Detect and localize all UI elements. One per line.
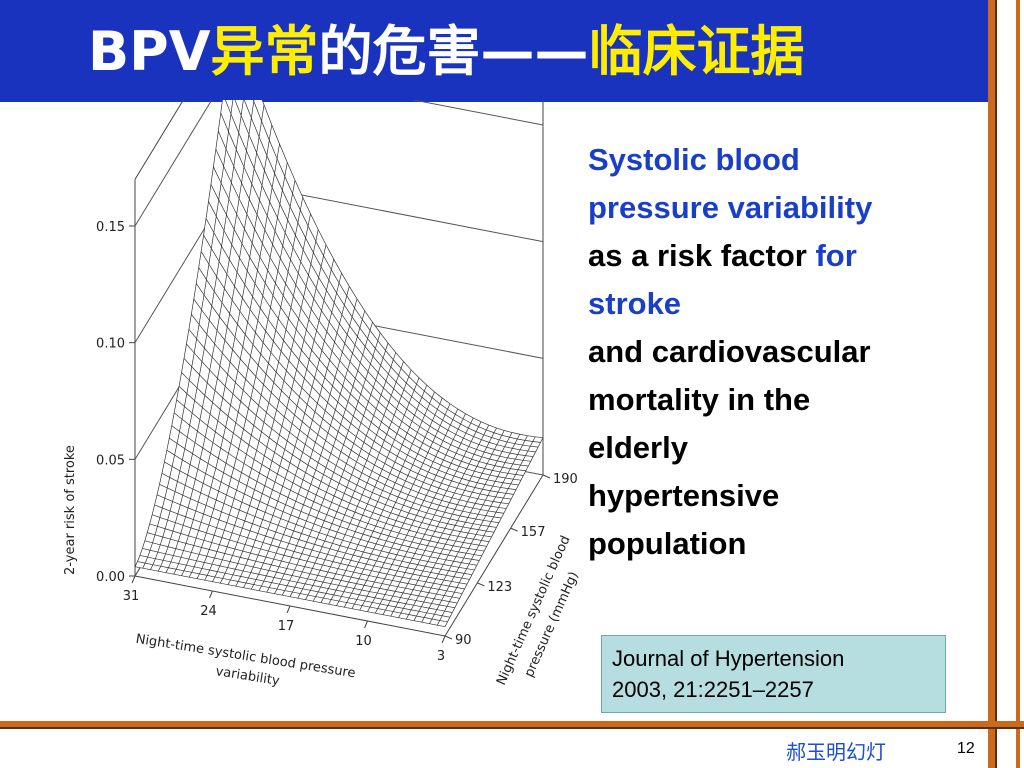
surface-mesh-line [191,314,502,519]
y-tick-label: 123 [487,580,512,595]
top-left-edge-line [134,100,184,180]
frame-vertical-thin [1016,0,1020,768]
title-abnormal: 异常 [210,20,319,83]
x-tick [364,620,368,629]
desc-line-6: mortality in the [588,382,811,417]
surface-mesh-line [210,184,521,481]
surface-mesh-line [173,412,485,552]
surface-mesh-line [205,218,517,490]
desc-line-3: as a risk factor for [588,232,978,280]
surface-mesh-line [186,343,497,528]
surface-mesh-line [213,166,524,476]
x-tick-label: 17 [278,619,295,634]
surface-mesh-line [220,112,531,462]
surface-mesh-line [164,461,475,571]
desc-line-7: elderly [588,430,688,465]
page-number: 12 [957,740,975,757]
z-tick-label: 0.15 [96,220,125,235]
surface-mesh-line [154,504,465,590]
x-tick-label: 24 [200,604,217,619]
z-axis-label: 2-year risk of stroke [63,445,78,575]
z-gridline-left [134,100,213,227]
x-tick [131,575,136,584]
surface-mesh-line [166,449,477,566]
surface-mesh-line [203,234,514,495]
surface-mesh-line [142,548,453,613]
desc-for: for [815,238,857,273]
citation-volume: 2003, 21:2251–2257 [612,677,814,702]
surface-mesh-line [217,131,529,467]
desc-line-9: population [588,526,747,561]
desc-line-8: hypertensive [588,478,780,513]
surface-mesh-line [183,358,495,533]
y-tick-label: 157 [521,525,546,540]
surface-mesh-line [144,540,455,609]
surface-mesh-line [134,566,446,628]
surface-mesh-line [225,100,534,457]
surface-mesh-line [149,523,460,599]
chart-surface-mesh [134,100,544,628]
desc-risk-factor: as a risk factor [588,238,816,273]
surface-mesh-line [261,100,544,439]
frame-vertical-bar [988,0,995,768]
title-bpv: BPV [88,20,211,83]
surface-mesh-line [234,100,536,453]
surface-mesh-line [156,494,468,585]
y-tick-label: 190 [553,472,578,487]
citation-box: Journal of Hypertension 2003, 21:2251–22… [601,635,946,713]
title-harm: 的危害—— [318,20,589,83]
frame-horizontal-shadow [0,727,1024,729]
title-bar [0,0,988,102]
title-clinical-evidence: 临床证据 [588,20,805,83]
surface-mesh-line [243,100,539,448]
y-tick [444,635,453,640]
x-tick-label: 3 [437,649,445,664]
desc-line-4: stroke [588,286,682,321]
stroke-risk-surface-chart: 2-year risk of stroke Night-time systoli… [63,100,582,689]
surface-mesh-line [215,148,526,472]
y-tick [510,527,518,532]
author-footer: 郝玉明幻灯 [786,740,886,764]
z-tick-label: 0.00 [96,570,125,585]
desc-line-5: and cardiovascular [588,334,871,369]
slide-description: Systolic blood pressure variability as a… [588,136,978,568]
x-tick-label: 31 [123,589,140,604]
surface-mesh-line [178,386,490,542]
y-tick [477,582,485,587]
desc-line-1: Systolic blood [588,142,800,177]
x-tick [441,635,446,644]
surface-mesh-line [137,561,448,623]
y-axis-line [444,474,544,637]
surface-mesh-line [147,532,458,604]
surface-mesh-line [181,372,492,538]
surface-mesh-line [200,251,512,500]
surface-mesh-line [176,399,487,547]
x-tick [209,590,213,599]
desc-line-2: pressure variability [588,190,873,225]
surface-mesh-line [193,298,504,514]
surface-mesh-line [171,425,482,557]
surface-mesh-line [169,437,480,561]
surface-mesh-line [195,283,507,509]
y-tick [542,474,551,479]
z-tick-label: 0.05 [96,453,125,468]
surface-mesh-line [159,483,470,580]
surface-mesh-line [252,100,541,443]
x-tick-label: 10 [355,634,372,649]
surface-mesh-line [198,267,509,505]
surface-mesh-line [188,329,499,524]
z-tick-label: 0.10 [96,337,125,352]
surface-mesh-line [139,555,450,618]
x-tick [286,605,291,614]
frame-vertical-shadow [995,0,997,768]
y-tick-label: 90 [455,633,472,648]
surface-mesh-line [152,514,463,594]
surface-mesh-line [161,472,473,576]
surface-mesh-line [208,201,519,486]
slide-title: BPV异常的危害——临床证据 [88,14,805,90]
frame-horizontal-bar [0,721,1024,727]
z-gridline-right [411,100,544,126]
citation-journal: Journal of Hypertension [612,646,845,671]
